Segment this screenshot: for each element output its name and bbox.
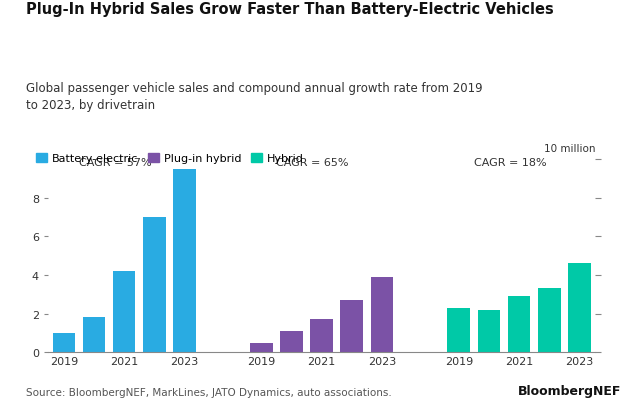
Bar (477, 310, 500, 352)
Text: Global passenger vehicle sales and compound annual growth rate from 2019
to 2023: Global passenger vehicle sales and compo… (26, 82, 482, 111)
Legend: Battery-electric, Plug-in hybrid, Hybrid: Battery-electric, Plug-in hybrid, Hybrid (31, 149, 308, 168)
Bar (340, 300, 363, 352)
Bar (538, 289, 561, 352)
Bar (52, 333, 75, 352)
Bar (508, 296, 531, 352)
Text: Source: BloombergNEF, MarkLines, JATO Dynamics, auto associations.: Source: BloombergNEF, MarkLines, JATO Dy… (26, 387, 391, 397)
Bar (143, 217, 166, 352)
Text: CAGR = 57%: CAGR = 57% (79, 157, 152, 167)
Text: 10 million: 10 million (544, 144, 595, 154)
Text: CAGR = 65%: CAGR = 65% (276, 157, 349, 167)
Bar (447, 308, 470, 352)
Bar (83, 318, 106, 352)
Bar (371, 277, 393, 352)
Bar (568, 264, 591, 352)
Text: BloombergNEF: BloombergNEF (517, 384, 621, 397)
Text: Plug-In Hybrid Sales Grow Faster Than Battery-Electric Vehicles: Plug-In Hybrid Sales Grow Faster Than Ba… (26, 2, 554, 17)
Bar (280, 331, 303, 352)
Bar (310, 320, 333, 352)
Bar (113, 271, 136, 352)
Bar (250, 343, 273, 352)
Bar (173, 169, 196, 352)
Text: CAGR = 18%: CAGR = 18% (474, 157, 547, 167)
